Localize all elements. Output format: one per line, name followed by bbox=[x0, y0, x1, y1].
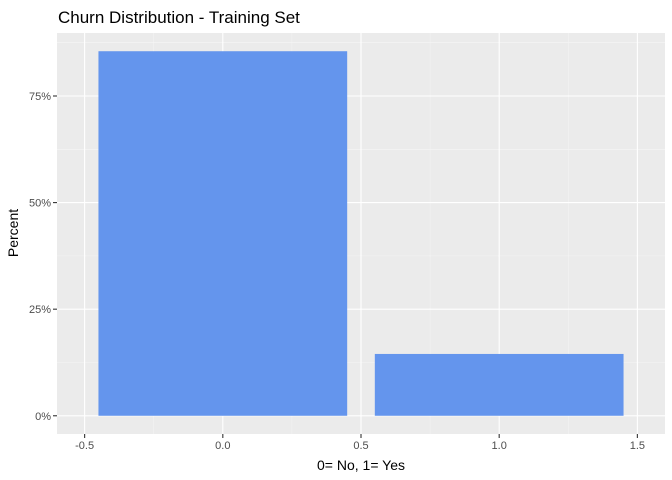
x-axis: -0.5 0.0 0.5 1.0 1.5 bbox=[75, 434, 645, 452]
y-axis: 0% 25% 50% 75% bbox=[29, 91, 57, 423]
bar-0 bbox=[98, 51, 348, 416]
y-tick-label: 25% bbox=[29, 304, 51, 316]
y-tick-label: 75% bbox=[29, 91, 51, 103]
bar-1 bbox=[374, 353, 624, 416]
x-tick-label: 1.0 bbox=[492, 440, 507, 452]
chart-title: Churn Distribution - Training Set bbox=[58, 8, 300, 27]
y-axis-title: Percent bbox=[5, 209, 21, 257]
x-tick-label: 1.5 bbox=[630, 440, 645, 452]
x-tick-label: -0.5 bbox=[75, 440, 94, 452]
bars bbox=[98, 51, 624, 416]
x-tick-label: 0.5 bbox=[353, 440, 368, 452]
x-tick-label: 0.0 bbox=[215, 440, 230, 452]
y-tick-label: 50% bbox=[29, 198, 51, 210]
y-tick-label: 0% bbox=[35, 411, 51, 423]
x-axis-title: 0= No, 1= Yes bbox=[317, 457, 405, 473]
